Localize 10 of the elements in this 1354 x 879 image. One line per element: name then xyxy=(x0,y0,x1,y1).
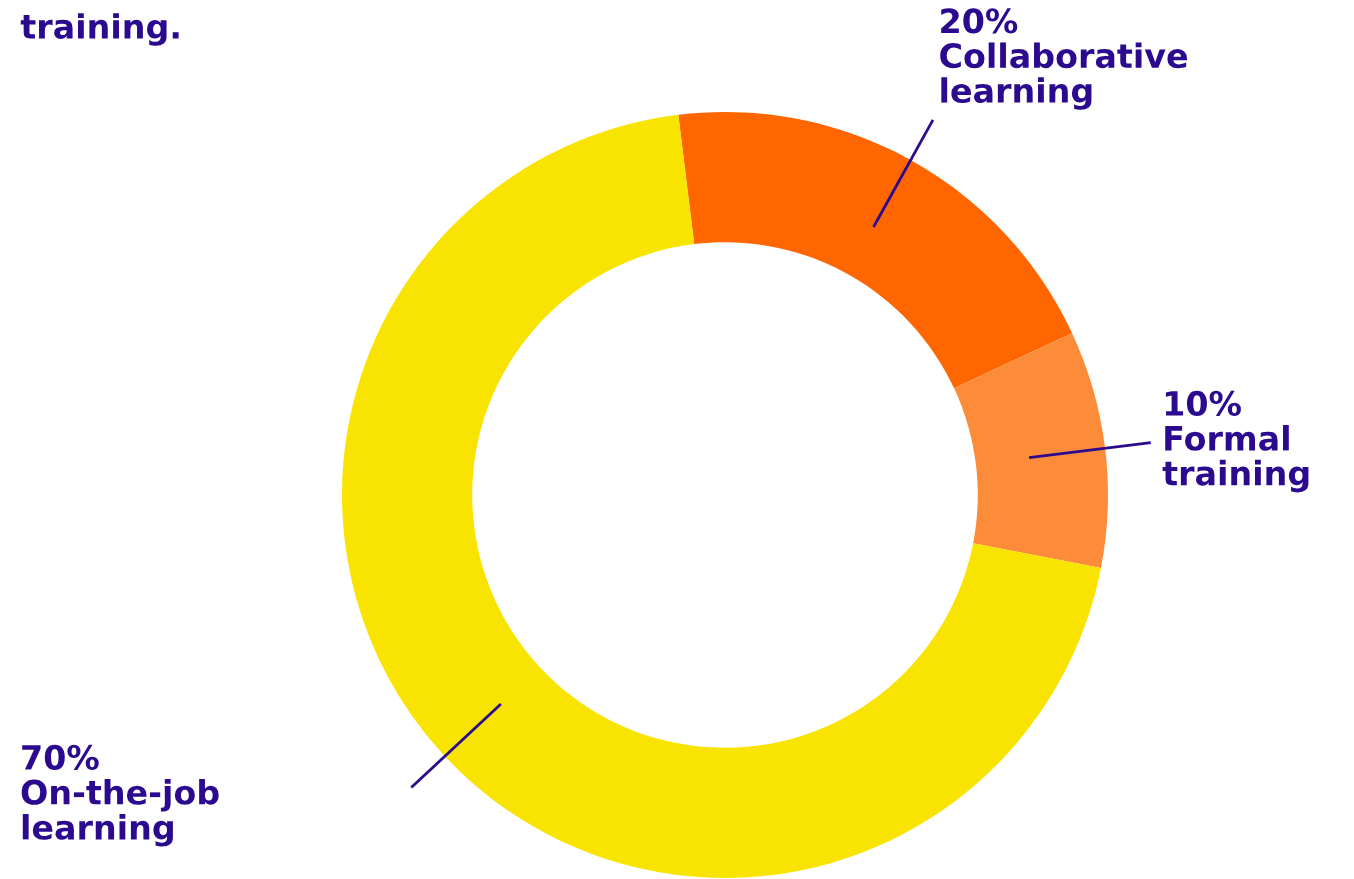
donut-slice xyxy=(954,333,1108,569)
donut-slice xyxy=(342,114,1101,878)
data-label: 10% xyxy=(1165,390,1241,417)
slice-label: On-the-job learning xyxy=(21,779,219,847)
data-label: 70% xyxy=(22,744,99,770)
data-label: 20% xyxy=(941,8,1018,34)
slice-label: Collaborative learning xyxy=(940,42,1188,110)
chart-title: training. xyxy=(20,13,179,46)
donut-slice xyxy=(678,112,1073,389)
slice-label: Formal training xyxy=(1162,425,1309,493)
